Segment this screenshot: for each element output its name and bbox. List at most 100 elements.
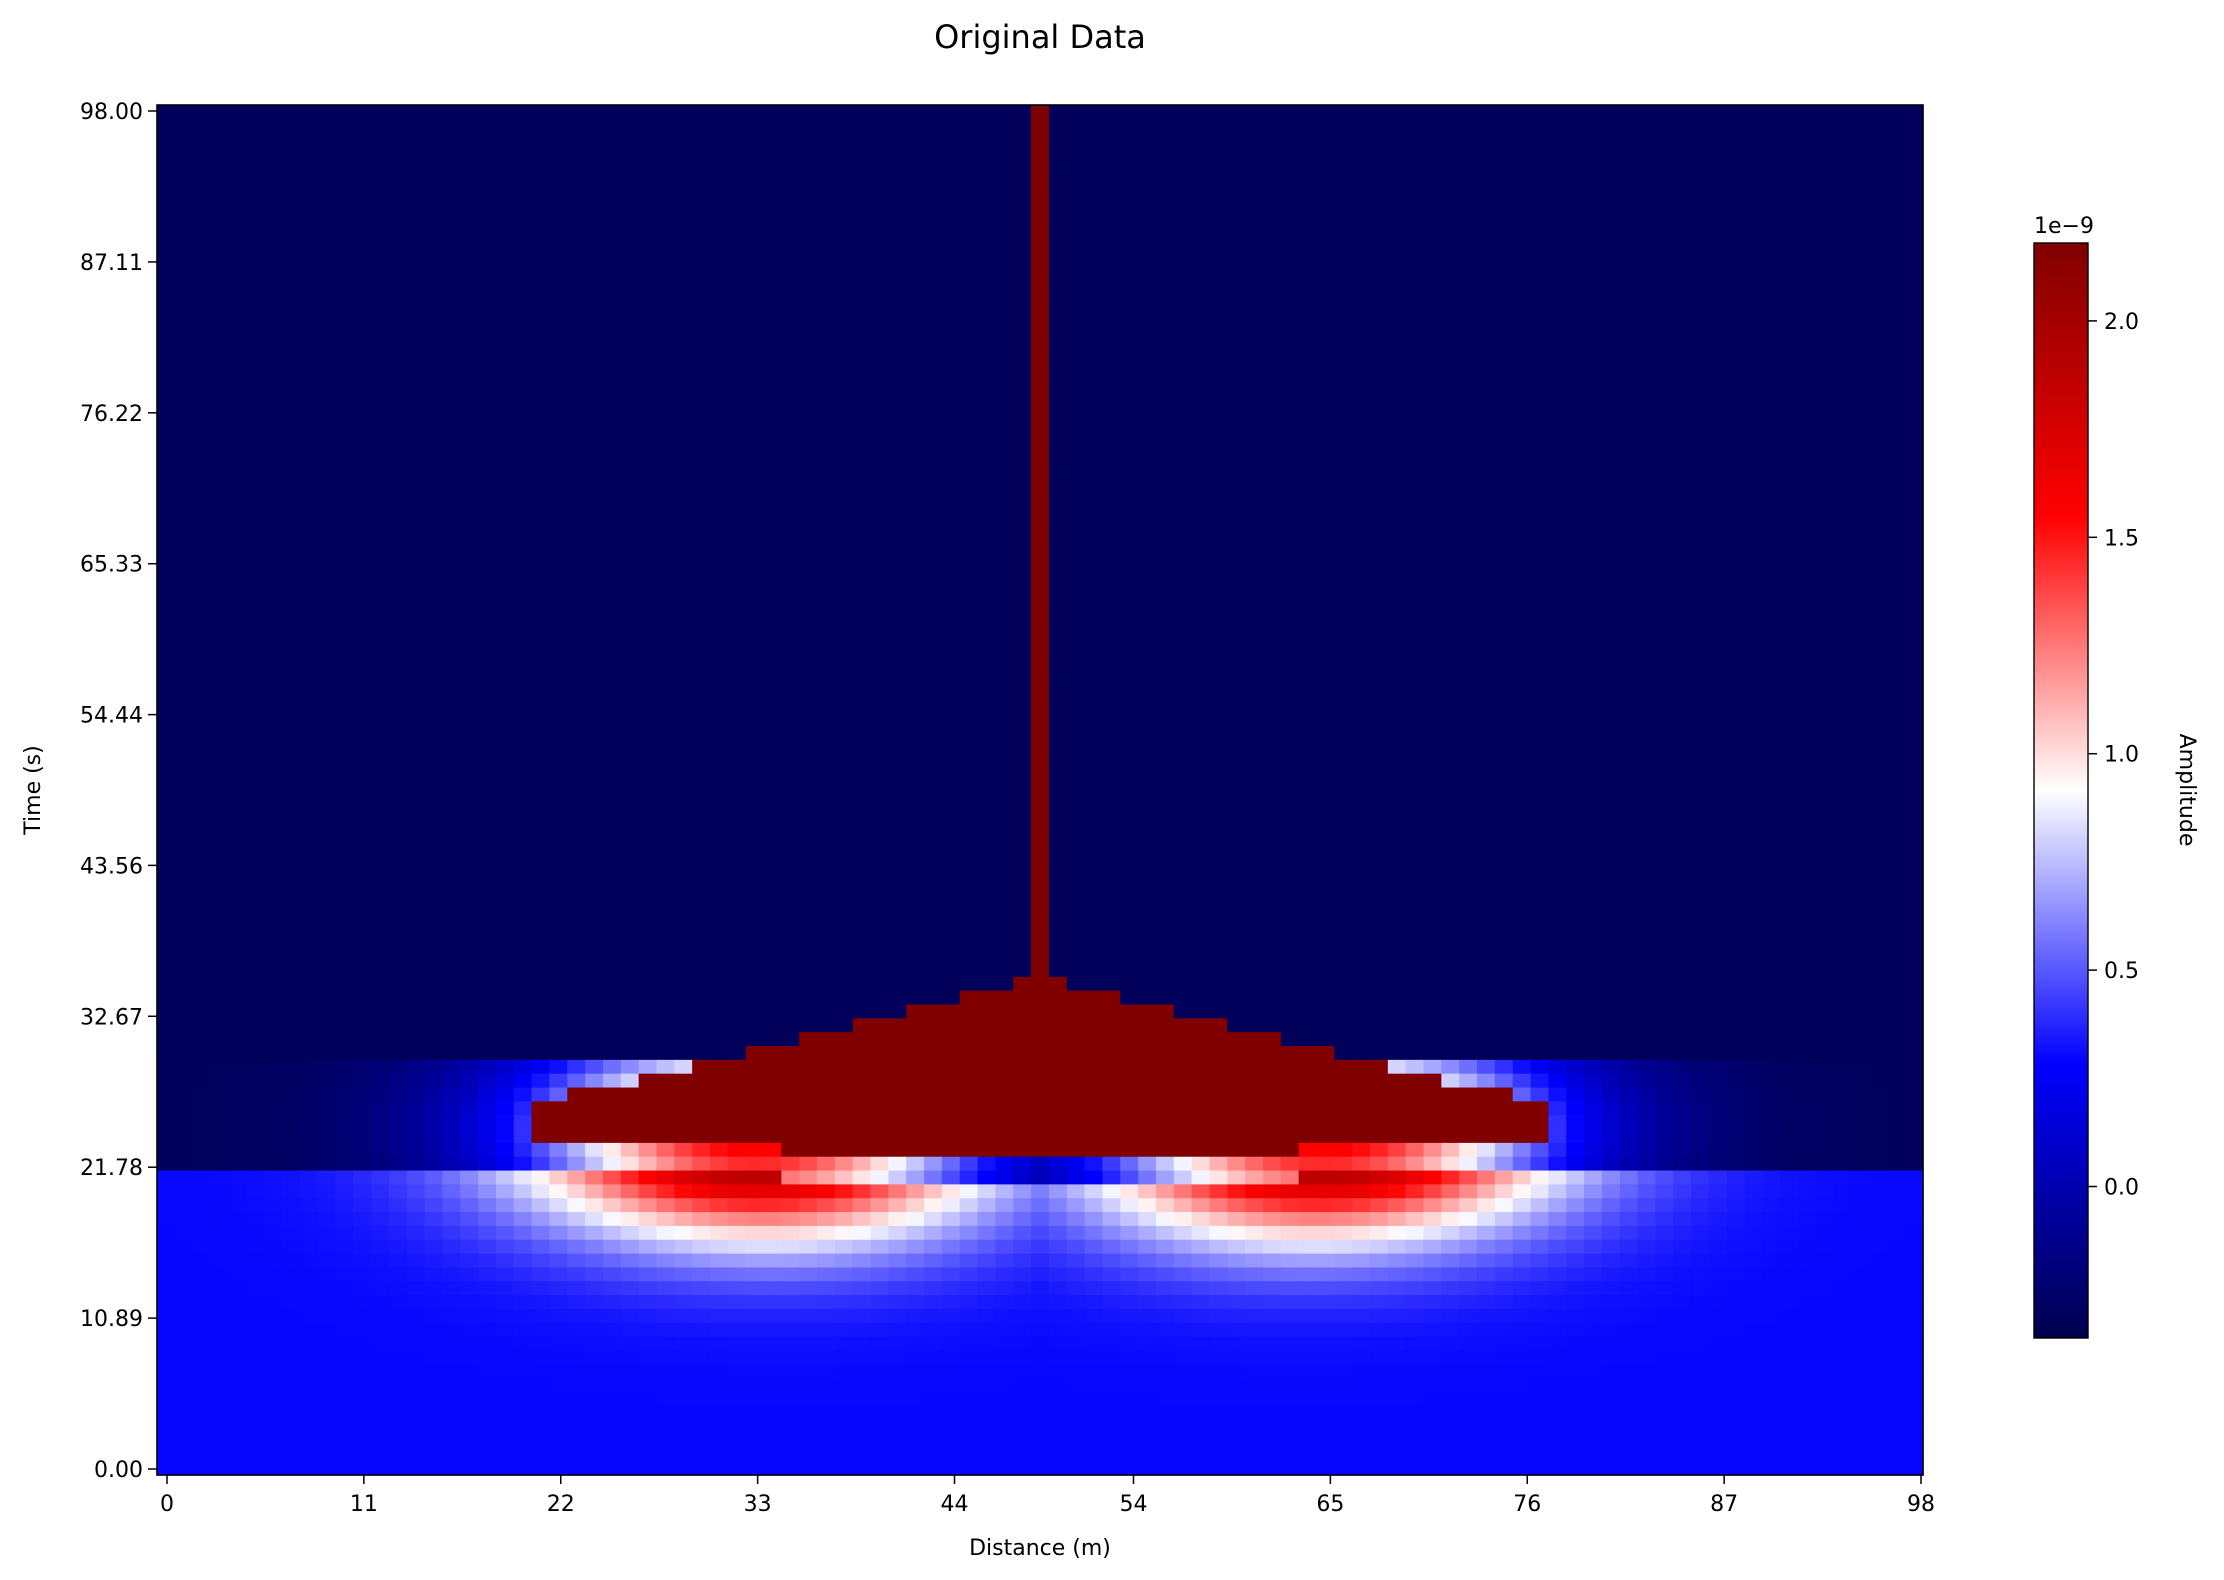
heatmap-cell: [1048, 630, 1068, 646]
heatmap-cell: [281, 326, 301, 341]
heatmap-cell: [157, 160, 176, 175]
heatmap-cell: [1851, 257, 1871, 272]
heatmap-cell: [424, 174, 444, 189]
heatmap-cell: [210, 340, 229, 355]
heatmap-cell: [1762, 589, 1781, 604]
heatmap-cell: [888, 201, 907, 217]
heatmap-cell: [852, 409, 872, 424]
heatmap-cell: [264, 201, 283, 217]
heatmap-cell: [692, 437, 711, 452]
heatmap-cell: [638, 713, 658, 729]
heatmap-cell: [1601, 630, 1621, 646]
heatmap-cell: [817, 658, 836, 673]
heatmap-cell: [1566, 395, 1585, 411]
heatmap-cell: [1191, 146, 1211, 161]
heatmap-cell: [1459, 492, 1478, 507]
heatmap-cell: [210, 741, 229, 757]
heatmap-cell: [924, 478, 943, 494]
heatmap-cell: [852, 644, 872, 660]
heatmap-cell: [246, 257, 265, 272]
heatmap-cell: [174, 326, 194, 341]
heatmap-cell: [1245, 201, 1264, 217]
heatmap-cell: [1387, 769, 1407, 784]
heatmap-cell: [781, 367, 800, 383]
heatmap-cell: [727, 575, 747, 590]
heatmap-cell: [995, 215, 1014, 231]
heatmap-cell: [460, 741, 479, 757]
heatmap-cell: [1726, 783, 1746, 798]
heatmap-cell: [620, 395, 640, 411]
heatmap-cell: [1744, 201, 1764, 217]
heatmap-cell: [620, 132, 640, 148]
heatmap-cell: [995, 284, 1014, 300]
heatmap-cell: [1262, 243, 1282, 258]
heatmap-cell: [192, 437, 212, 452]
heatmap-cell: [1673, 686, 1692, 701]
heatmap-cell: [924, 132, 943, 148]
heatmap-cell: [870, 146, 889, 161]
heatmap-cell: [1048, 686, 1068, 701]
heatmap-cell: [442, 533, 461, 549]
heatmap-cell: [1512, 492, 1532, 507]
heatmap-cell: [1548, 257, 1567, 272]
heatmap-cell: [674, 755, 693, 770]
heatmap-cell: [192, 547, 212, 563]
heatmap-cell: [959, 783, 979, 798]
heatmap-cell: [1815, 603, 1835, 618]
heatmap-cell: [1530, 700, 1549, 715]
heatmap-cell: [157, 644, 176, 660]
heatmap-cell: [1084, 686, 1104, 701]
heatmap-cell: [299, 395, 319, 411]
heatmap-cell: [727, 160, 747, 175]
heatmap-cell: [977, 395, 997, 411]
heatmap-cell: [495, 686, 515, 701]
heatmap-cell: [460, 603, 479, 618]
heatmap-cell: [1280, 700, 1300, 715]
heatmap-cell: [1048, 450, 1068, 466]
heatmap-cell: [745, 561, 765, 577]
heatmap-cell: [585, 630, 604, 646]
heatmap-cell: [709, 326, 729, 341]
heatmap-cell: [567, 215, 586, 231]
heatmap-cell: [870, 575, 889, 590]
heatmap-cell: [977, 298, 997, 314]
heatmap-cell: [781, 354, 800, 369]
heatmap-cell: [228, 188, 247, 203]
heatmap-cell: [977, 257, 997, 272]
heatmap-cell: [1833, 464, 1853, 480]
heatmap-cell: [1013, 533, 1032, 549]
heatmap-cell: [1031, 492, 1050, 507]
heatmap-cell: [959, 755, 979, 770]
heatmap-cell: [371, 354, 390, 369]
heatmap-cell: [299, 755, 319, 770]
heatmap-cell: [1566, 326, 1585, 341]
heatmap-cell: [834, 423, 854, 438]
heatmap-cell: [709, 727, 729, 743]
heatmap-cell: [1869, 257, 1888, 272]
heatmap-cell: [317, 630, 336, 646]
heatmap-cell: [745, 243, 765, 258]
heatmap-cell: [1441, 271, 1460, 286]
heatmap-cell: [1370, 437, 1389, 452]
heatmap-cell: [1708, 367, 1728, 383]
heatmap-cell: [1138, 520, 1157, 535]
heatmap-cell: [1744, 423, 1764, 438]
heatmap-cell: [371, 105, 390, 120]
heatmap-cell: [1619, 146, 1639, 161]
heatmap-cell: [567, 520, 586, 535]
heatmap-cell: [495, 783, 515, 798]
heatmap-cell: [585, 257, 604, 272]
heatmap-cell: [406, 354, 426, 369]
heatmap-cell: [192, 603, 212, 618]
heatmap-cell: [995, 381, 1014, 397]
heatmap-cell: [317, 478, 336, 494]
heatmap-cell: [888, 686, 907, 701]
heatmap-cell: [495, 229, 515, 244]
heatmap-cell: [1619, 506, 1639, 521]
heatmap-cell: [317, 796, 336, 812]
heatmap-cell: [870, 713, 889, 729]
heatmap-cell: [567, 229, 586, 244]
heatmap-cell: [460, 769, 479, 784]
heatmap-cell: [1887, 326, 1906, 341]
heatmap-cell: [1013, 423, 1032, 438]
